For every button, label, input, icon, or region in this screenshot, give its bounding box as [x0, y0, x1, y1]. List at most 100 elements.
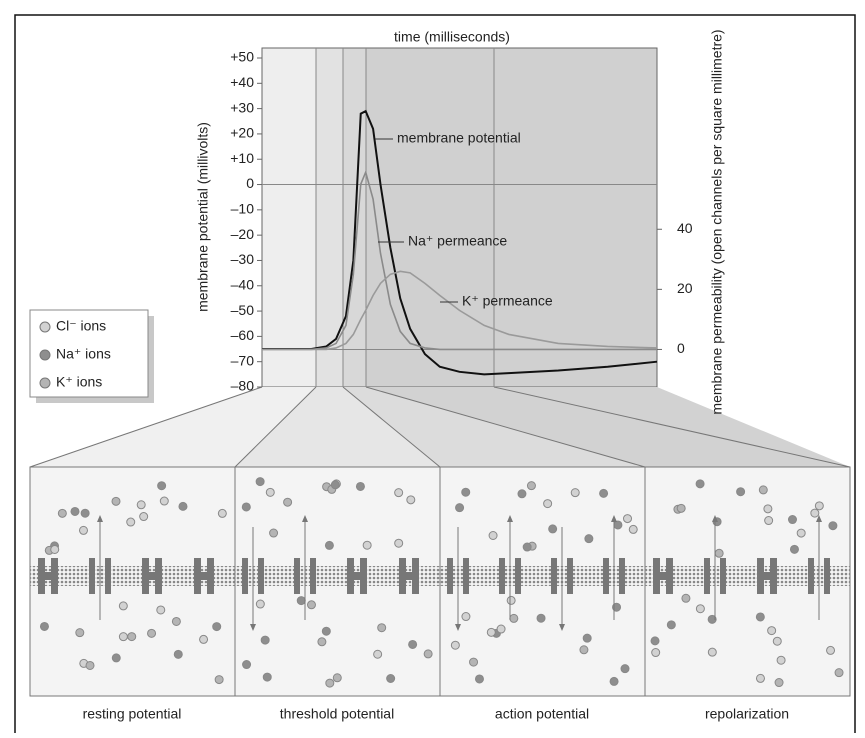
ion	[810, 508, 820, 518]
legend-swatch	[39, 321, 51, 333]
ion	[789, 544, 799, 554]
ion	[620, 664, 630, 674]
ion	[764, 516, 774, 526]
ion	[296, 596, 306, 606]
ion	[543, 499, 553, 509]
channel-open	[89, 558, 111, 594]
channel-open	[294, 558, 316, 594]
ion	[139, 512, 149, 522]
panel-label: resting potential	[83, 706, 182, 722]
channel-open	[447, 558, 469, 594]
ion	[242, 660, 252, 670]
ion	[173, 649, 183, 659]
ion	[50, 544, 60, 554]
panel-label: threshold potential	[280, 706, 394, 722]
y2-tick-label: 40	[677, 220, 693, 236]
ion	[212, 622, 222, 632]
membrane	[645, 566, 850, 586]
ion	[828, 521, 838, 531]
ion	[536, 613, 546, 623]
channel-closed	[757, 558, 777, 594]
ion	[774, 678, 784, 688]
phase-bg	[343, 48, 366, 387]
legend-label: K⁺ ions	[56, 374, 102, 390]
ion	[408, 639, 418, 649]
ion	[262, 672, 272, 682]
ion	[111, 496, 121, 506]
ion	[126, 517, 136, 527]
ion	[613, 520, 623, 530]
channel-open	[704, 558, 726, 594]
phase-bg	[366, 48, 657, 387]
x-axis-label: time (milliseconds)	[394, 29, 510, 45]
ion	[612, 602, 622, 612]
phase-bg	[262, 48, 316, 387]
channel-closed	[142, 558, 162, 594]
ion	[450, 640, 460, 650]
annotation: K⁺ permeance	[462, 293, 553, 309]
ion	[157, 481, 167, 491]
series-line	[262, 270, 658, 351]
ion	[707, 647, 717, 657]
ion	[260, 635, 270, 645]
channel-open	[808, 558, 830, 594]
ion	[522, 542, 532, 552]
ion	[199, 634, 209, 644]
ion	[136, 500, 146, 510]
membrane	[30, 566, 235, 586]
ion	[651, 648, 661, 658]
y2-tick-label: 20	[677, 280, 693, 296]
ion	[241, 502, 251, 512]
legend-swatch	[39, 349, 51, 361]
ion	[75, 628, 85, 638]
ion	[584, 534, 594, 544]
y-tick-label: –50	[231, 302, 255, 318]
y-tick-label: –10	[231, 201, 255, 217]
ion	[650, 636, 660, 646]
y-tick-label: –30	[231, 251, 255, 267]
ion	[57, 508, 67, 518]
ion	[461, 612, 471, 622]
channel-closed	[38, 558, 58, 594]
ion	[814, 501, 824, 511]
ion	[265, 487, 275, 497]
ion	[579, 645, 589, 655]
y-tick-label: 0	[246, 175, 254, 191]
ion	[623, 514, 633, 524]
y-tick-label: +20	[230, 125, 254, 141]
ion	[159, 496, 169, 506]
ion	[269, 528, 279, 538]
ion	[171, 616, 181, 626]
legend-label: Na⁺ ions	[56, 346, 111, 362]
ion	[496, 624, 506, 634]
y-tick-label: –20	[231, 226, 255, 242]
panels: resting potential threshold potential acti…	[29, 466, 851, 722]
y-tick-label: +10	[230, 150, 254, 166]
ion	[127, 632, 137, 642]
ion	[178, 501, 188, 511]
ion	[377, 623, 387, 633]
ion	[755, 673, 765, 683]
ion	[362, 540, 372, 550]
y-tick-label: –60	[231, 327, 255, 343]
ion	[355, 481, 365, 491]
ion	[763, 504, 773, 514]
ion	[826, 645, 836, 655]
ion	[255, 477, 265, 487]
ion	[599, 488, 609, 498]
channel-open	[551, 558, 573, 594]
ion	[509, 613, 519, 623]
y-tick-label: –80	[231, 378, 255, 394]
y-tick-label: –70	[231, 352, 255, 368]
channel-closed	[347, 558, 367, 594]
ion	[118, 632, 128, 642]
ion	[306, 600, 316, 610]
y-tick-label: +40	[230, 74, 254, 90]
y-axis-label: membrane potential (millivolts)	[195, 122, 211, 312]
ion	[80, 508, 90, 518]
ion	[772, 636, 782, 646]
ion	[469, 657, 479, 667]
connectors	[29, 386, 851, 468]
ion	[628, 524, 638, 534]
y2-tick-label: 0	[677, 340, 685, 356]
